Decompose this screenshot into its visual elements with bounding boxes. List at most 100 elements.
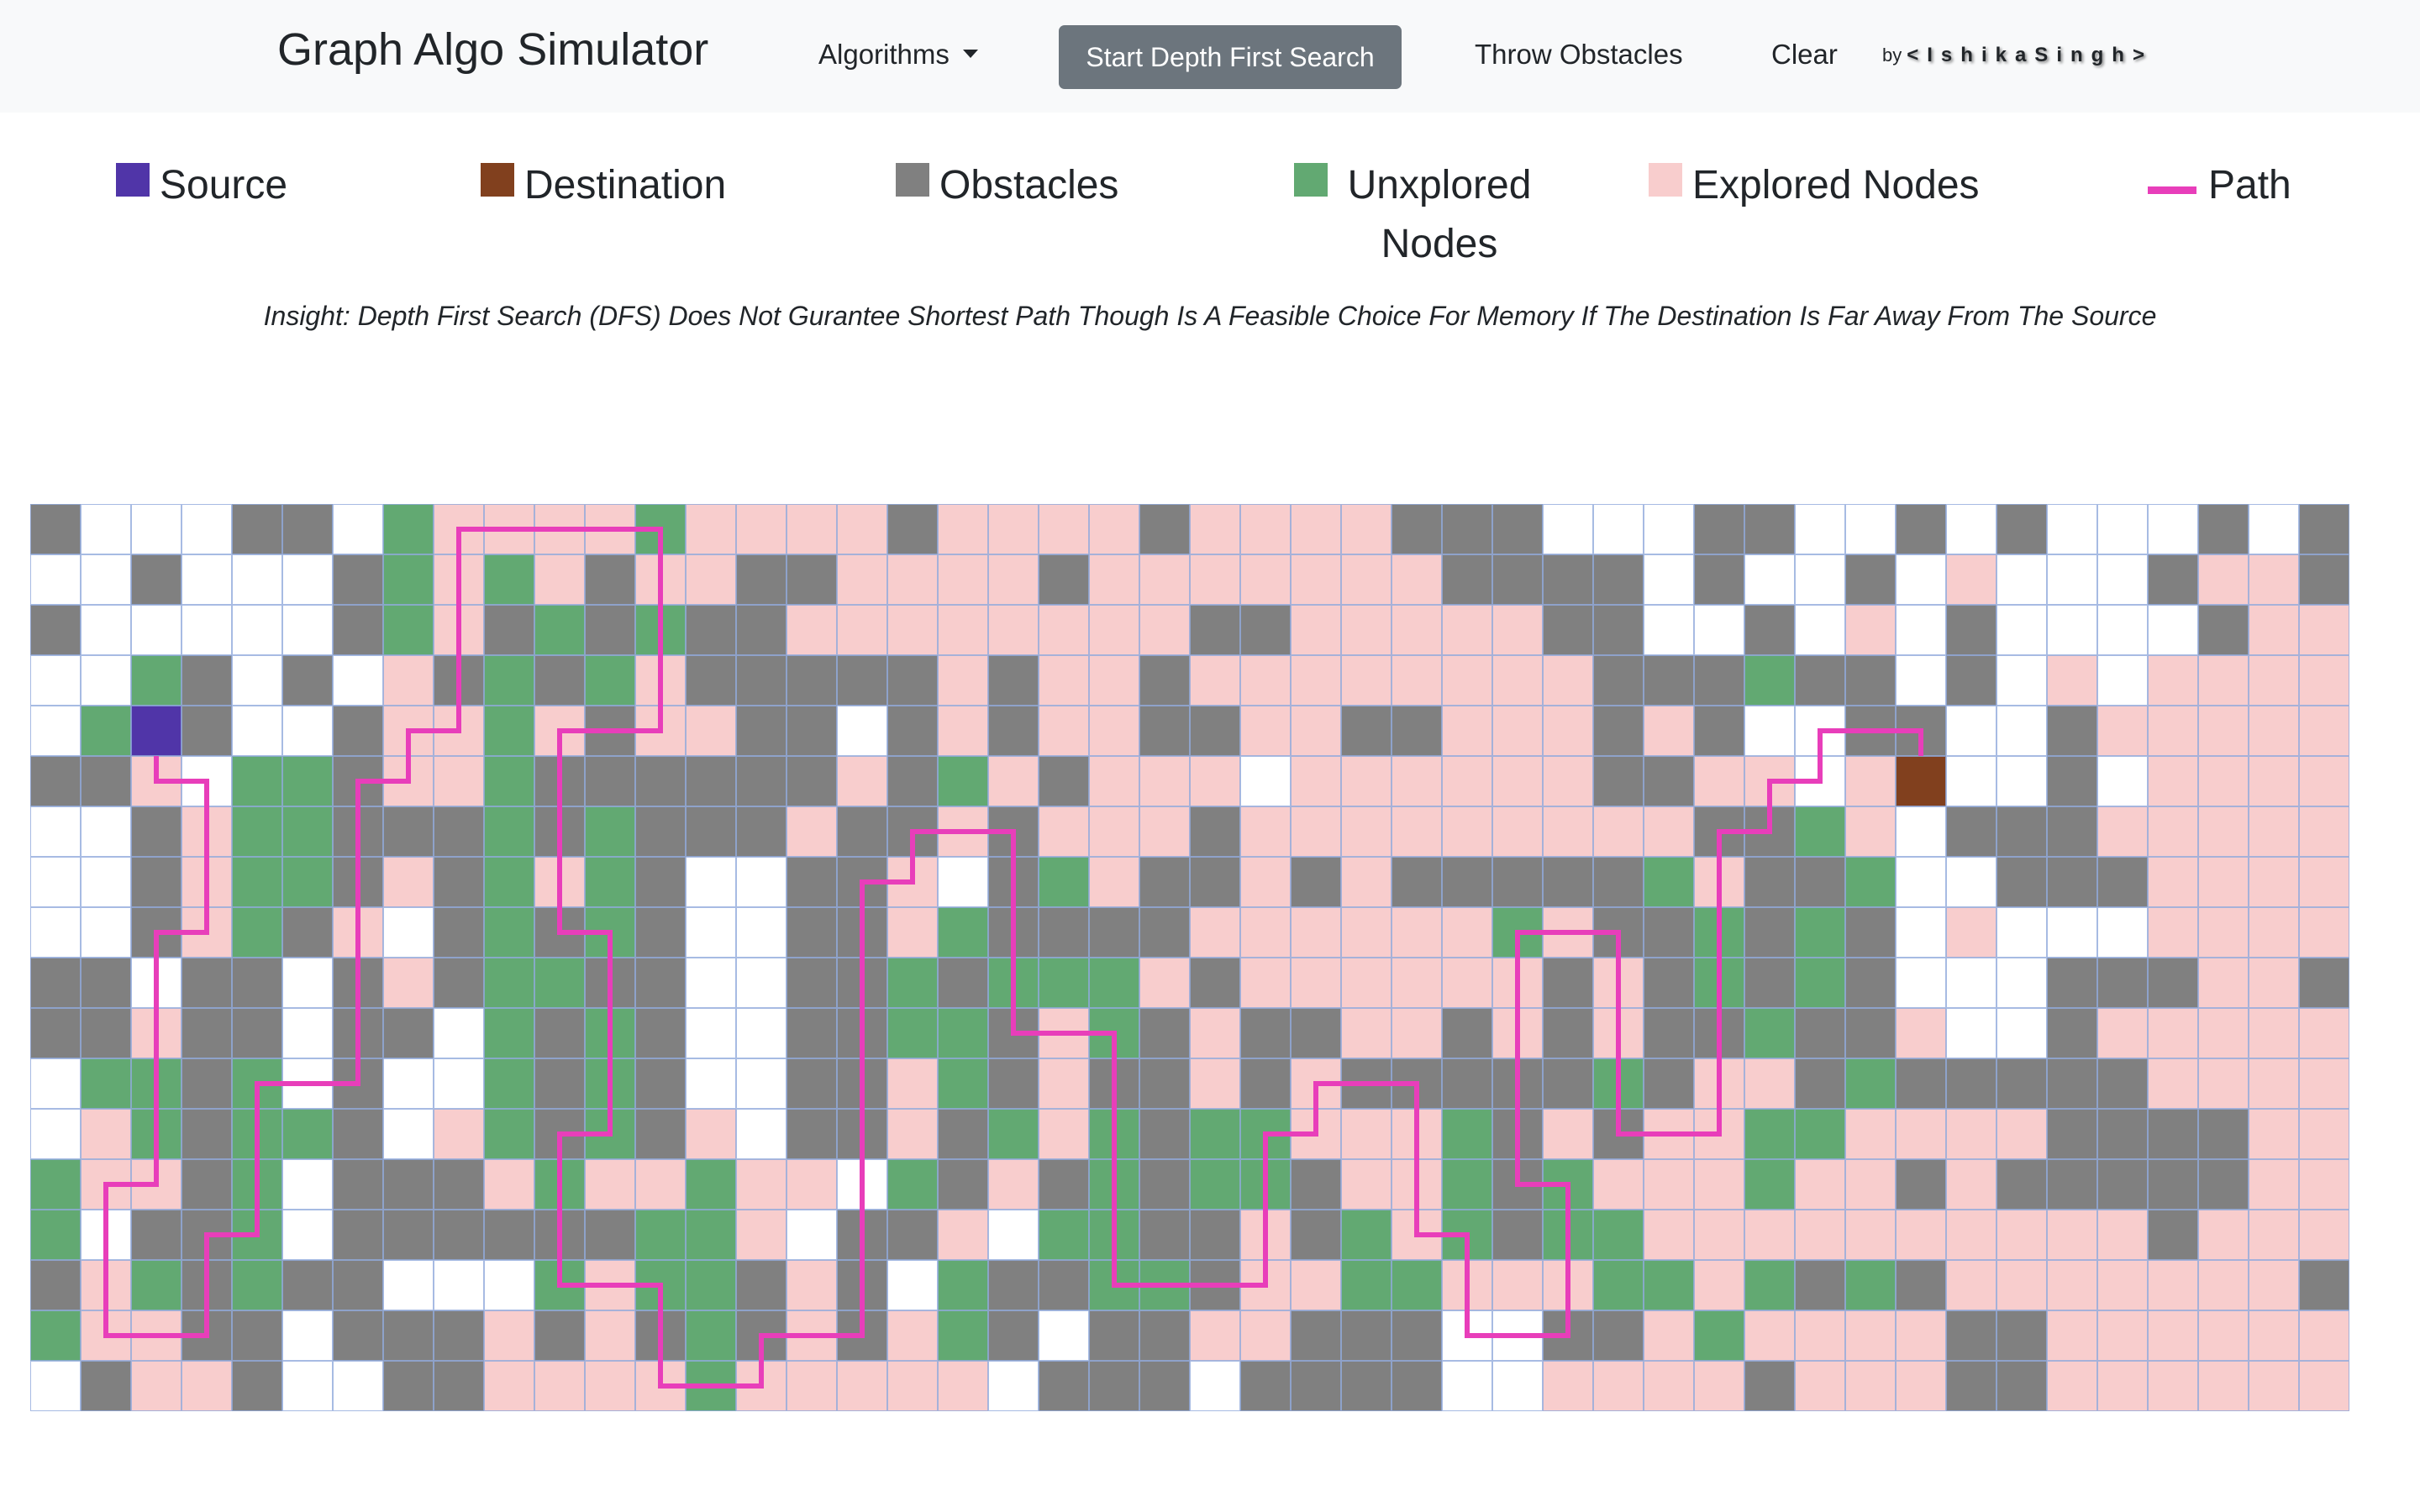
grid-cell-obstacle[interactable] — [585, 554, 635, 605]
grid-cell-obstacle[interactable] — [837, 1058, 887, 1109]
grid-cell-explored[interactable] — [1341, 1159, 1392, 1210]
grid-cell-obstacle[interactable] — [1190, 1210, 1240, 1260]
grid-cell-explored[interactable] — [2047, 1361, 2097, 1411]
grid-cell-obstacle[interactable] — [686, 605, 736, 655]
grid-cell-empty[interactable] — [81, 1210, 131, 1260]
grid-cell-explored[interactable] — [1644, 706, 1694, 756]
grid-cell-empty[interactable] — [1795, 605, 1845, 655]
grid-cell-obstacle[interactable] — [2097, 1109, 2148, 1159]
grid-cell-explored[interactable] — [585, 1310, 635, 1361]
grid-cell-obstacle[interactable] — [2047, 1058, 2097, 1109]
grid-cell-explored[interactable] — [1845, 1109, 1896, 1159]
grid-cell-obstacle[interactable] — [2198, 1109, 2249, 1159]
grid-cell-explored[interactable] — [2097, 1310, 2148, 1361]
grid-cell-explored[interactable] — [2047, 655, 2097, 706]
grid-cell-obstacle[interactable] — [1593, 1109, 1644, 1159]
grid-cell-explored[interactable] — [1795, 1159, 1845, 1210]
grid-cell-explored[interactable] — [2299, 1109, 2349, 1159]
grid-cell-explored[interactable] — [2148, 1008, 2198, 1058]
grid-cell-obstacle[interactable] — [1644, 756, 1694, 806]
grid-cell-explored[interactable] — [1744, 1210, 1795, 1260]
grid-cell-obstacle[interactable] — [232, 504, 282, 554]
grid-cell-empty[interactable] — [1240, 756, 1291, 806]
grid-cell-obstacle[interactable] — [182, 1109, 232, 1159]
grid-cell-obstacle[interactable] — [1946, 1058, 1996, 1109]
grid-cell-explored[interactable] — [837, 554, 887, 605]
grid-cell-explored[interactable] — [1543, 1260, 1593, 1310]
grid-cell-obstacle[interactable] — [1139, 1008, 1190, 1058]
grid-cell-explored[interactable] — [131, 1008, 182, 1058]
grid-cell-obstacle[interactable] — [1240, 605, 1291, 655]
grid-cell-explored[interactable] — [383, 756, 434, 806]
grid-cell-obstacle[interactable] — [182, 655, 232, 706]
grid-cell-empty[interactable] — [282, 1210, 333, 1260]
grid-cell-explored[interactable] — [1291, 1058, 1341, 1109]
grid-cell-explored[interactable] — [1845, 1310, 1896, 1361]
grid-cell-explored[interactable] — [1946, 907, 1996, 958]
grid-cell-explored[interactable] — [1492, 655, 1543, 706]
grid-cell-unexplored[interactable] — [30, 1210, 81, 1260]
grid-cell-empty[interactable] — [1996, 958, 2047, 1008]
grid-cell-explored[interactable] — [1946, 1260, 1996, 1310]
grid-cell-obstacle[interactable] — [182, 1159, 232, 1210]
grid-cell-empty[interactable] — [30, 1361, 81, 1411]
grid-cell-obstacle[interactable] — [1442, 554, 1492, 605]
grid-cell-unexplored[interactable] — [30, 1310, 81, 1361]
grid-cell-obstacle[interactable] — [887, 706, 938, 756]
grid-cell-explored[interactable] — [81, 1109, 131, 1159]
grid-cell-explored[interactable] — [635, 655, 686, 706]
grid-cell-obstacle[interactable] — [182, 1310, 232, 1361]
grid-cell-obstacle[interactable] — [1190, 605, 1240, 655]
grid-cell-unexplored[interactable] — [1442, 1210, 1492, 1260]
brand-title[interactable]: Graph Algo Simulator — [277, 24, 709, 75]
grid-cell-empty[interactable] — [1946, 958, 1996, 1008]
grid-cell-explored[interactable] — [736, 504, 786, 554]
grid-cell-explored[interactable] — [1240, 554, 1291, 605]
author-byline[interactable]: by <IshikaSingh> — [1882, 44, 2153, 67]
grid-cell-explored[interactable] — [2047, 1310, 2097, 1361]
grid-cell-explored[interactable] — [1593, 1159, 1644, 1210]
grid-cell-obstacle[interactable] — [333, 1210, 383, 1260]
grid-cell-obstacle[interactable] — [1593, 554, 1644, 605]
grid-cell-obstacle[interactable] — [1442, 1008, 1492, 1058]
grid-cell-obstacle[interactable] — [988, 1260, 1039, 1310]
grid-cell-obstacle[interactable] — [2047, 958, 2097, 1008]
grid-cell-empty[interactable] — [1996, 706, 2047, 756]
grid-cell-empty[interactable] — [383, 907, 434, 958]
grid-cell-explored[interactable] — [1492, 706, 1543, 756]
grid-cell-obstacle[interactable] — [1996, 1058, 2047, 1109]
grid-cell-explored[interactable] — [1896, 1008, 1946, 1058]
grid-cell-explored[interactable] — [1392, 1109, 1442, 1159]
grid-cell-explored[interactable] — [2198, 907, 2249, 958]
grid-cell-explored[interactable] — [2047, 1210, 2097, 1260]
grid-cell-empty[interactable] — [81, 857, 131, 907]
grid-cell-obstacle[interactable] — [938, 958, 988, 1008]
grid-cell-explored[interactable] — [2097, 1361, 2148, 1411]
grid-cell-explored[interactable] — [1845, 605, 1896, 655]
grid-cell-explored[interactable] — [1240, 907, 1291, 958]
grid-cell-obstacle[interactable] — [1795, 1058, 1845, 1109]
grid-cell-obstacle[interactable] — [988, 1310, 1039, 1361]
grid-cell-obstacle[interactable] — [1644, 1058, 1694, 1109]
grid-cell-obstacle[interactable] — [2097, 1058, 2148, 1109]
grid-cell-unexplored[interactable] — [484, 958, 534, 1008]
grid-cell-obstacle[interactable] — [1492, 504, 1543, 554]
grid-cell-explored[interactable] — [1190, 907, 1240, 958]
grid-cell-explored[interactable] — [1341, 857, 1392, 907]
grid-cell-explored[interactable] — [182, 1361, 232, 1411]
grid-cell-unexplored[interactable] — [1845, 857, 1896, 907]
grid-cell-empty[interactable] — [383, 1260, 434, 1310]
grid-cell-explored[interactable] — [1795, 1310, 1845, 1361]
grid-cell-explored[interactable] — [1291, 655, 1341, 706]
grid-cell-empty[interactable] — [1795, 706, 1845, 756]
grid-cell-explored[interactable] — [1845, 1210, 1896, 1260]
grid-cell-obstacle[interactable] — [1845, 958, 1896, 1008]
grid-cell-empty[interactable] — [282, 1159, 333, 1210]
grid-cell-unexplored[interactable] — [484, 1109, 534, 1159]
grid-cell-explored[interactable] — [1240, 1210, 1291, 1260]
algorithms-dropdown[interactable]: Algorithms — [818, 39, 978, 71]
grid-cell-explored[interactable] — [1593, 806, 1644, 857]
grid-cell-explored[interactable] — [2299, 907, 2349, 958]
grid-cell-explored[interactable] — [2299, 1159, 2349, 1210]
grid-cell-explored[interactable] — [1593, 1008, 1644, 1058]
